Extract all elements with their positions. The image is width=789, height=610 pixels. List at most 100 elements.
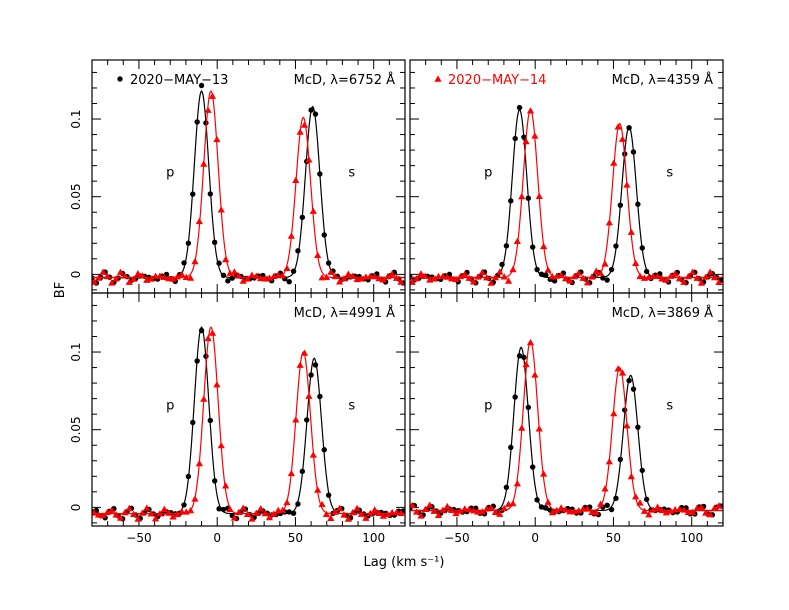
legend-marker <box>434 75 442 82</box>
data-point <box>194 119 200 125</box>
data-point <box>331 272 339 280</box>
data-point <box>235 272 243 279</box>
data-point <box>283 264 291 272</box>
peak-label-s: s <box>666 166 673 181</box>
data-point <box>529 244 536 250</box>
fit-line <box>92 90 405 279</box>
data-point <box>204 106 212 113</box>
data-point <box>478 268 486 276</box>
data-point <box>279 272 287 279</box>
data-point <box>551 278 558 284</box>
fit-line <box>92 90 405 279</box>
data-point <box>147 510 155 517</box>
data-point <box>371 272 379 280</box>
data-point <box>630 386 637 392</box>
x-tick-label: 50 <box>288 531 303 545</box>
data-point <box>213 381 221 388</box>
y-tick-label: 0.05 <box>69 183 83 210</box>
data-point <box>689 508 697 516</box>
data-point <box>684 272 692 280</box>
data-point <box>217 441 225 449</box>
data-point <box>296 128 304 135</box>
data-point <box>322 510 331 518</box>
data-point <box>553 506 561 514</box>
data-point <box>653 503 662 510</box>
data-point <box>710 504 719 511</box>
data-point <box>305 156 313 163</box>
data-point <box>627 228 635 235</box>
data-point <box>371 506 379 513</box>
data-point <box>410 501 416 509</box>
data-point <box>531 132 539 139</box>
data-point <box>522 360 530 368</box>
data-point <box>156 510 164 517</box>
data-point <box>544 266 552 273</box>
data-point <box>392 274 401 281</box>
data-point <box>439 272 447 279</box>
data-point <box>702 273 710 280</box>
data-point <box>388 270 396 277</box>
data-point <box>203 120 209 126</box>
data-point <box>169 513 177 520</box>
data-point <box>592 509 600 516</box>
peak-label-p: p <box>166 399 174 414</box>
data-point <box>257 505 265 512</box>
data-point <box>702 509 710 516</box>
data-point <box>697 503 706 511</box>
peak-label-p: p <box>484 166 492 181</box>
data-point <box>274 271 282 278</box>
data-point <box>613 243 619 249</box>
wavelength-label: McD, λ=4991 Å <box>294 305 395 321</box>
data-point <box>290 268 297 274</box>
data-point <box>198 327 205 334</box>
data-point <box>469 507 478 514</box>
data-point <box>99 268 107 275</box>
data-point <box>566 277 574 284</box>
data-point <box>287 469 295 477</box>
x-axis-label: Lag (km s⁻¹) <box>364 555 445 570</box>
data-point <box>226 505 234 513</box>
data-point <box>697 279 706 286</box>
series-may-13 <box>92 326 405 522</box>
fit-line <box>410 108 723 279</box>
x-tick-label: 50 <box>606 531 621 545</box>
data-point <box>185 240 192 246</box>
data-point <box>207 417 214 424</box>
data-point <box>243 510 252 518</box>
data-point <box>143 504 151 511</box>
data-point <box>643 496 650 503</box>
data-point <box>248 515 256 522</box>
panel-frame <box>409 59 724 294</box>
data-point <box>632 259 640 267</box>
data-point <box>125 278 133 285</box>
data-point <box>200 160 208 167</box>
data-point <box>138 272 146 279</box>
data-point <box>286 509 292 515</box>
data-point <box>207 191 214 197</box>
data-point <box>675 505 684 512</box>
data-point <box>366 509 374 517</box>
data-point <box>521 354 527 361</box>
data-point <box>261 509 269 517</box>
data-point <box>357 275 366 282</box>
data-point <box>295 501 301 507</box>
data-point <box>461 270 469 277</box>
data-point <box>257 274 265 282</box>
data-point <box>635 424 641 430</box>
data-point <box>487 279 495 286</box>
data-point <box>190 419 196 426</box>
data-point <box>335 504 344 511</box>
data-point <box>349 272 357 279</box>
data-point <box>604 502 610 508</box>
data-point <box>538 504 545 510</box>
data-point <box>526 338 535 346</box>
data-point <box>412 508 421 515</box>
data-point <box>635 201 641 207</box>
series-may-14 <box>410 338 723 519</box>
data-point <box>509 265 517 273</box>
data-point <box>534 266 540 273</box>
data-point <box>384 272 392 280</box>
data-point <box>200 395 208 402</box>
data-point <box>225 278 231 284</box>
data-point <box>194 358 200 364</box>
